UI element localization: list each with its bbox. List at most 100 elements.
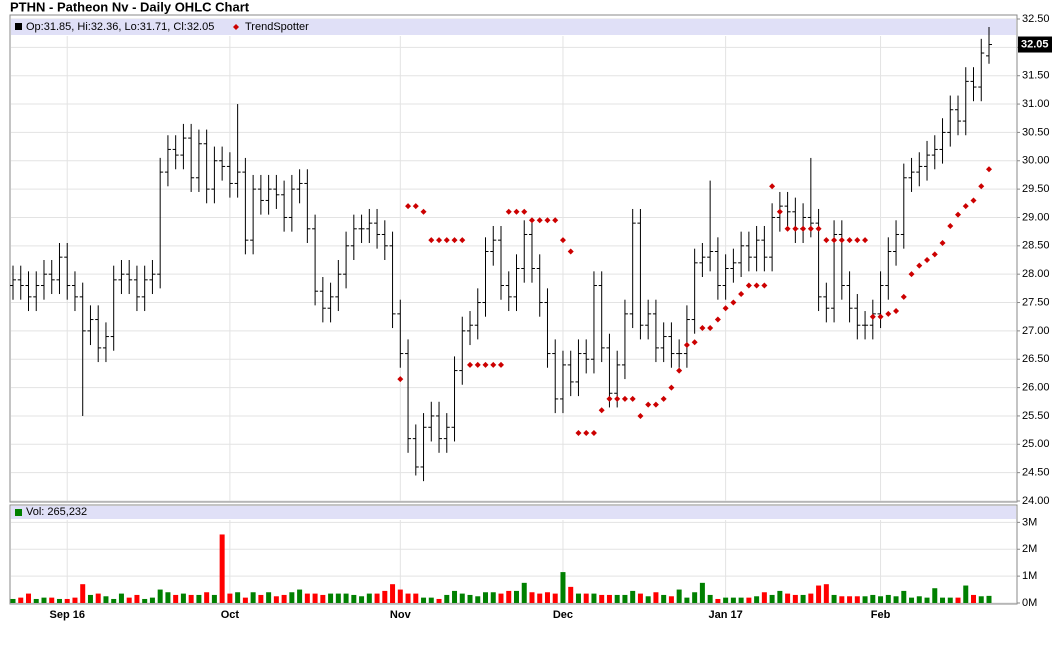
volume-bar (211, 594, 217, 603)
y-tick-label: 31.00 (1022, 98, 1050, 110)
trend-dot (831, 237, 838, 244)
trend-dot (459, 237, 466, 244)
volume-bar (242, 597, 248, 603)
legend-swatch (15, 23, 22, 30)
y-tick-label: 31.50 (1022, 70, 1050, 82)
volume-bar (901, 590, 907, 603)
volume-bar (909, 597, 915, 603)
y-tick-label: 26.50 (1022, 353, 1050, 365)
trend-dot (536, 217, 543, 224)
legend-swatch (15, 509, 22, 516)
trend-dot (970, 197, 977, 204)
volume-bar (568, 586, 574, 603)
trend-dot (645, 401, 652, 408)
volume-bar (126, 597, 132, 603)
y-tick-label: 28.50 (1022, 240, 1050, 252)
volume-bar (149, 597, 155, 603)
volume-bar (56, 598, 62, 603)
volume-bar (297, 589, 303, 603)
trend-dot (800, 225, 807, 232)
x-tick-label: Sep 16 (49, 609, 84, 621)
volume-bar (870, 594, 876, 603)
volume-bar (18, 597, 24, 603)
volume-bar (971, 594, 977, 603)
x-tick-label: Jan 17 (709, 609, 743, 621)
volume-bar (366, 593, 372, 603)
volume-bar (839, 596, 845, 603)
trend-dot (792, 225, 799, 232)
volume-bar (916, 596, 922, 603)
volume-bar (599, 594, 605, 603)
volume-bar (521, 582, 527, 603)
volume-bar (304, 593, 310, 603)
volume-bar (258, 594, 264, 603)
y-tick-label: 3M (1022, 516, 1037, 528)
trend-dot (738, 291, 745, 298)
volume-bar (893, 596, 899, 603)
trend-dot (397, 376, 404, 383)
trend-dot (405, 203, 412, 210)
volume-bar (196, 594, 202, 603)
volume-bar (103, 596, 109, 603)
trend-dot (436, 237, 443, 244)
volume-bar (444, 594, 450, 603)
volume-bar (692, 592, 698, 603)
trend-dot (714, 316, 721, 323)
volume-bar (235, 592, 241, 603)
price-tag: 32.05 (1021, 38, 1049, 50)
volume-bar (41, 597, 47, 603)
volume-bar (769, 594, 775, 603)
price-tag-bg (1018, 36, 1052, 53)
trend-dot (862, 237, 869, 244)
trend-dot (559, 237, 566, 244)
volume-bar (645, 596, 651, 603)
y-tick-label: 30.00 (1022, 155, 1050, 167)
trend-dot (614, 395, 621, 402)
y-tick-label: 28.00 (1022, 268, 1050, 280)
trend-dot (924, 257, 931, 263)
volume-bar (436, 598, 442, 603)
trend-dot (807, 225, 814, 232)
x-tick-label: Nov (390, 609, 412, 621)
volume-bar (513, 590, 519, 603)
volume-bar (847, 596, 853, 603)
volume-bar (397, 589, 403, 603)
y-tick-label: 25.00 (1022, 438, 1050, 450)
volume-bar (80, 584, 86, 603)
volume-bar (10, 598, 16, 603)
trend-dot (528, 217, 535, 224)
trend-dot (412, 203, 419, 210)
volume-bar (180, 593, 186, 603)
trend-dot (962, 203, 969, 210)
trend-dot (575, 429, 582, 436)
volume-bar (289, 592, 295, 603)
volume-bar (823, 584, 829, 603)
volume-bar (390, 584, 396, 603)
volume-bar (475, 596, 481, 603)
volume-bar (266, 592, 272, 603)
trend-dot (699, 325, 706, 332)
trend-dot (629, 395, 636, 402)
volume-bar (963, 585, 969, 603)
volume-bar (986, 595, 992, 603)
volume-bar (661, 594, 667, 603)
y-tick-label: 24.50 (1022, 467, 1050, 479)
legend-volume: Vol: 265,232 (26, 506, 87, 518)
volume-bar (421, 597, 427, 603)
trend-dot (931, 251, 938, 258)
volume-bar (87, 594, 93, 603)
volume-bar (382, 590, 388, 603)
volume-bar (452, 590, 458, 603)
volume-bar (173, 594, 179, 603)
trend-dot (707, 325, 714, 332)
volume-bar (862, 596, 868, 603)
volume-bar (924, 597, 930, 603)
volume-bar (49, 597, 55, 603)
trend-dot (916, 262, 923, 269)
y-tick-label: 30.50 (1022, 126, 1050, 138)
trend-dot (776, 208, 783, 215)
legend-ohlc: Op:31.85, Hi:32.36, Lo:31.71, Cl:32.05 (26, 21, 214, 33)
x-tick-label: Oct (221, 609, 240, 621)
trend-dot (552, 217, 559, 224)
volume-bar (800, 594, 806, 603)
